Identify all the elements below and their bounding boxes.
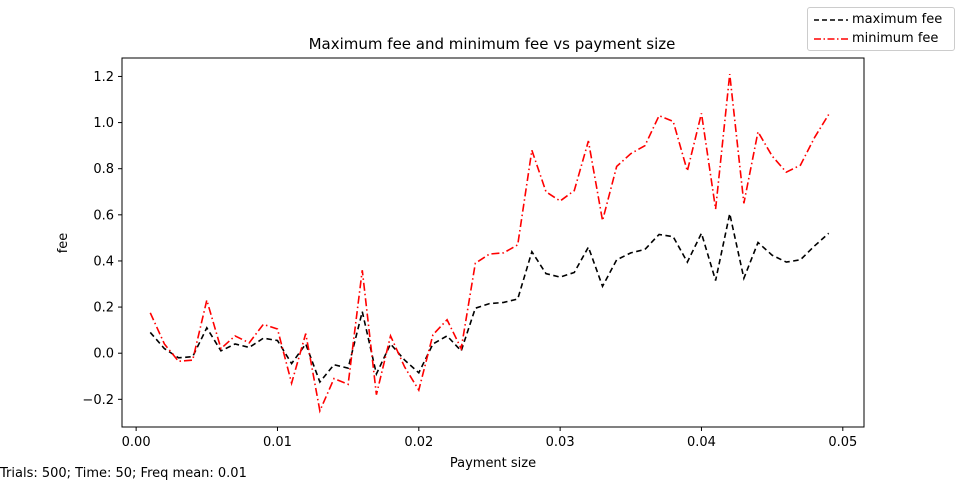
x-axis: 0.00 0.01 0.02 0.03 0.04 0.05 bbox=[122, 427, 857, 450]
y-axis-label: fee bbox=[56, 233, 71, 254]
legend-swatch-dashed-black bbox=[814, 19, 848, 21]
legend-label: maximum fee bbox=[852, 12, 943, 27]
y-tick-label: −0.2 bbox=[82, 393, 114, 408]
series-lines bbox=[149, 74, 830, 414]
x-axis-label: Payment size bbox=[450, 456, 536, 471]
x-tick-label: 0.02 bbox=[404, 435, 433, 450]
y-tick-label: 1.2 bbox=[93, 70, 114, 85]
x-tick-label: 0.03 bbox=[546, 435, 575, 450]
y-tick-label: 0.4 bbox=[93, 254, 114, 269]
y-tick-label: 0.8 bbox=[93, 162, 114, 177]
y-axis: −0.2 0.0 0.2 0.4 0.6 0.8 1.0 1.2 bbox=[82, 70, 122, 408]
footer-status-text: Trials: 500; Time: 50; Freq mean: 0.01 bbox=[0, 466, 247, 481]
series-line-maximum-fee bbox=[149, 213, 830, 384]
y-tick-label: 0.2 bbox=[93, 301, 114, 316]
plot-frame bbox=[121, 57, 865, 428]
legend-swatch-dashdot-red bbox=[814, 38, 848, 40]
legend-item-maximum-fee: maximum fee bbox=[808, 11, 954, 29]
y-tick-label: 1.0 bbox=[93, 116, 114, 131]
chart-title: Maximum fee and minimum fee vs payment s… bbox=[309, 35, 676, 53]
y-tick-label: 0.6 bbox=[93, 208, 114, 223]
x-tick-label: 0.05 bbox=[828, 435, 857, 450]
series-line-minimum-fee bbox=[149, 74, 830, 414]
x-tick-label: 0.01 bbox=[263, 435, 292, 450]
x-tick-label: 0.04 bbox=[687, 435, 716, 450]
y-tick-label: 0.0 bbox=[93, 347, 114, 362]
legend: maximum fee minimum fee bbox=[807, 7, 955, 51]
legend-item-minimum-fee: minimum fee bbox=[808, 30, 954, 48]
legend-label: minimum fee bbox=[852, 31, 939, 46]
x-tick-label: 0.00 bbox=[122, 435, 151, 450]
